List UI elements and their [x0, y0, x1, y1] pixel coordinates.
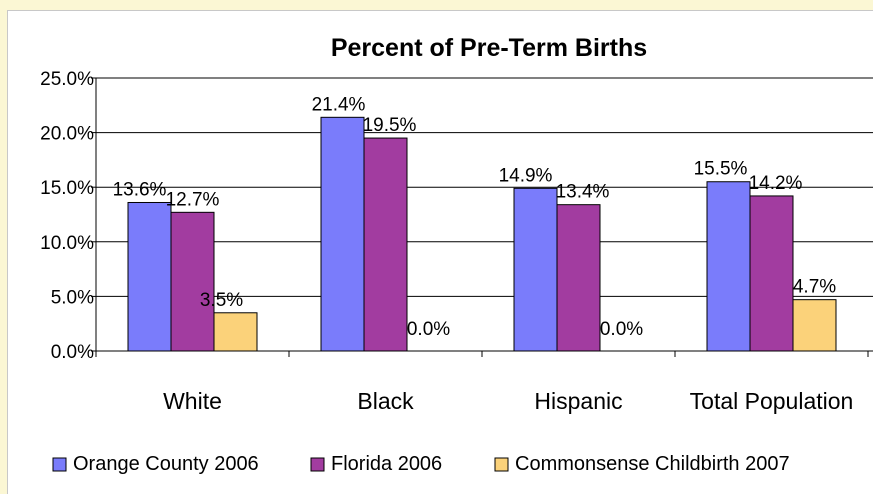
y-tick-label: 10.0% [40, 233, 94, 254]
y-tick-label: 15.0% [40, 178, 94, 199]
legend-label: Commonsense Childbirth 2007 [515, 453, 790, 475]
category-label: Black [357, 388, 414, 414]
legend: Orange County 2006 Florida 2006 Commonsens… [52, 453, 790, 475]
category-label: Hispanic [534, 388, 622, 414]
data-label: 12.7% [166, 189, 220, 210]
data-label: 4.7% [793, 277, 836, 298]
bar [213, 312, 258, 352]
bar [792, 299, 837, 352]
legend-swatch [494, 457, 509, 472]
category-label: Total Population [690, 388, 854, 414]
data-labels: 13.6% 12.7% 3.5% 21.4%19.5% 0.0% 14.9%13.4% 0.… [113, 94, 837, 340]
data-label: 3.5% [200, 290, 243, 311]
bar [513, 187, 558, 352]
y-tick-label: 20.0% [40, 124, 94, 145]
chart-title: Percent of Pre-Term Births [331, 34, 647, 62]
data-label: 15.5% [694, 159, 748, 180]
axes: 0.0% 5.0% 10.0% 15.0% 20.0% 25.0% White Black Hi… [40, 69, 873, 414]
data-label: 19.5% [363, 115, 417, 136]
data-label: 14.9% [499, 165, 553, 186]
data-label: 13.6% [113, 179, 167, 200]
bar [170, 211, 215, 352]
data-label: 0.0% [407, 319, 450, 340]
bars [127, 116, 837, 352]
y-tick-label: 0.0% [51, 342, 94, 363]
bar [556, 204, 601, 352]
y-tick-label: 25.0% [40, 69, 94, 90]
bar [320, 116, 365, 352]
data-label: 13.4% [556, 182, 610, 203]
y-tick-label: 5.0% [51, 287, 94, 308]
bar [363, 137, 408, 352]
data-label: 21.4% [312, 94, 366, 115]
legend-swatch [310, 457, 325, 472]
data-label: 14.2% [749, 173, 803, 194]
bar [706, 181, 751, 352]
bar [127, 201, 172, 352]
data-label: 0.0% [600, 319, 643, 340]
category-label: White [163, 388, 222, 414]
legend-swatch [52, 457, 67, 472]
legend-label: Orange County 2006 [73, 453, 259, 475]
bar [749, 195, 794, 352]
legend-label: Florida 2006 [331, 453, 442, 475]
